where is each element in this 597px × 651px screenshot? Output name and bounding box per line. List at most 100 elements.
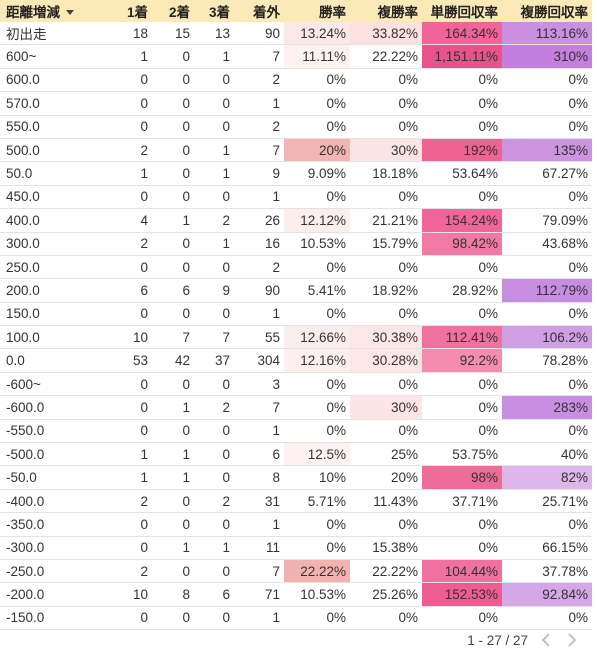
table-cell: 21.21% <box>350 208 422 233</box>
table-cell: 0% <box>422 255 502 280</box>
table-cell: 0 <box>152 419 194 444</box>
table-row: 300.0 2 0 1 16 10.53% 15.79% 98.42% 43.68% <box>0 232 592 256</box>
table-cell: -500.0 <box>0 442 110 467</box>
table-cell: 1 <box>234 91 284 116</box>
table-cell: 25% <box>350 442 422 467</box>
table-cell: 0 <box>152 115 194 139</box>
table-cell: 9 <box>234 161 284 186</box>
table-cell: 0 <box>152 68 194 93</box>
table-cell: 0 <box>110 536 152 560</box>
table-cell: 6 <box>110 278 152 303</box>
table-row: -600~ 0 0 0 3 0% 0% 0% 0% <box>0 372 592 397</box>
table-row: 550.0 0 0 0 2 0% 0% 0% 0% <box>0 115 592 139</box>
table-cell: 20% <box>350 465 422 490</box>
table-cell: 1 <box>234 512 284 537</box>
table-cell: 550.0 <box>0 115 110 139</box>
table-cell: 8 <box>234 465 284 490</box>
table-cell: -400.0 <box>0 489 110 514</box>
table-cell: 9 <box>194 278 234 303</box>
table-cell: 0% <box>422 302 502 327</box>
table-cell: 0 <box>194 68 234 93</box>
table-cell: 0% <box>502 115 592 139</box>
table-cell: 2 <box>234 255 284 280</box>
table-cell: 92.2% <box>422 348 502 373</box>
table-cell: 12.66% <box>284 325 350 350</box>
table-cell: 11.11% <box>284 44 350 69</box>
table-cell: 0% <box>350 606 422 631</box>
table-cell: 18.92% <box>350 278 422 303</box>
table-cell: 0 <box>110 395 152 420</box>
table-cell: 112.41% <box>422 325 502 350</box>
table-cell: 0 <box>110 372 152 397</box>
table-cell: 5.41% <box>284 278 350 303</box>
table-cell: 0 <box>194 442 234 467</box>
table-cell: 1 <box>110 161 152 186</box>
table-cell: 53.64% <box>422 161 502 186</box>
table-cell: -550.0 <box>0 419 110 444</box>
table-cell: 0% <box>422 419 502 444</box>
table-cell: 0 <box>194 115 234 139</box>
table-cell: 50.0 <box>0 161 110 186</box>
table-cell: 2 <box>110 559 152 584</box>
table-cell: 30% <box>350 138 422 163</box>
table-cell: 0 <box>152 185 194 210</box>
table-cell: 0 <box>152 372 194 397</box>
table-cell: 12.12% <box>284 208 350 233</box>
table-cell: 0% <box>350 372 422 397</box>
table-cell: 37 <box>194 348 234 373</box>
table-row: -300.0 0 1 1 11 0% 15.38% 0% 66.15% <box>0 536 592 560</box>
table-cell: 79.09% <box>502 208 592 233</box>
table-cell: 0 <box>194 185 234 210</box>
column-title: 距離増減 <box>6 5 60 20</box>
next-page[interactable] <box>566 632 578 648</box>
column-header[interactable]: 距離増減 <box>0 0 110 22</box>
prev-page[interactable] <box>540 632 552 648</box>
table-cell: 0 <box>110 512 152 537</box>
table-cell: 0% <box>284 302 350 327</box>
table-cell: 30.38% <box>350 325 422 350</box>
table-cell: 250.0 <box>0 255 110 280</box>
table-cell: 10.53% <box>284 582 350 607</box>
table-cell: 55 <box>234 325 284 350</box>
table-cell: 26 <box>234 208 284 233</box>
table-cell: 22.22% <box>350 559 422 584</box>
pagination: 1 - 27 / 27 <box>0 629 592 651</box>
header-row: 距離増減 1着 2着 3着 着外 勝率 複勝率 単勝回収率 複勝回収率 <box>0 0 592 22</box>
table-cell: 0 <box>194 606 234 631</box>
table-cell: 0 <box>194 302 234 327</box>
table-cell: 0 <box>110 68 152 93</box>
sort-indicator[interactable] <box>64 7 76 17</box>
table-cell: 10% <box>284 465 350 490</box>
table-cell: 0.0 <box>0 348 110 373</box>
table-cell: 31 <box>234 489 284 514</box>
table-cell: 0 <box>152 512 194 537</box>
table-cell: 2 <box>110 232 152 256</box>
table-cell: 1 <box>152 442 194 467</box>
table-cell: 4 <box>110 208 152 233</box>
table-cell: 283% <box>502 395 592 420</box>
table-row: 150.0 0 0 0 1 0% 0% 0% 0% <box>0 302 592 327</box>
column-header: 1着 <box>110 0 152 22</box>
table-cell: 0 <box>194 512 234 537</box>
table-cell: 113.16% <box>502 22 592 46</box>
table-cell: 1 <box>194 138 234 163</box>
table-cell: 0% <box>422 185 502 210</box>
table-cell: 0% <box>422 606 502 631</box>
table-cell: 600.0 <box>0 68 110 93</box>
table-cell: 22.22% <box>284 559 350 584</box>
table-cell: 1 <box>234 606 284 631</box>
table-cell: 0 <box>152 232 194 256</box>
table-cell: 0% <box>502 68 592 93</box>
table-cell: 7 <box>152 325 194 350</box>
table-cell: 0% <box>502 255 592 280</box>
table-cell: 98.42% <box>422 232 502 256</box>
table-cell: 0 <box>194 465 234 490</box>
table-header: 距離増減 1着 2着 3着 着外 勝率 複勝率 単勝回収率 複勝回収率 <box>0 0 592 22</box>
table-cell: 0% <box>284 512 350 537</box>
table-cell: 3 <box>234 372 284 397</box>
column-header: 着外 <box>234 0 284 22</box>
table-cell: 0% <box>502 606 592 631</box>
table-cell: 1 <box>234 419 284 444</box>
table-cell: 2 <box>194 208 234 233</box>
table-cell: 1 <box>152 395 194 420</box>
